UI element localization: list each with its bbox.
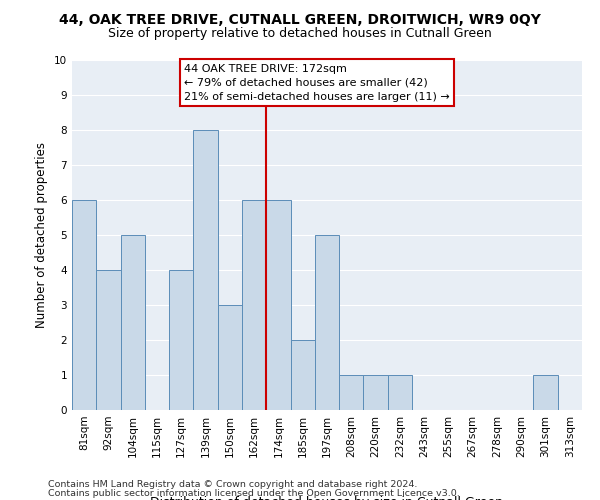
Bar: [388, 375, 412, 410]
Bar: [290, 340, 315, 410]
Bar: [339, 375, 364, 410]
Y-axis label: Number of detached properties: Number of detached properties: [35, 142, 49, 328]
Text: Contains HM Land Registry data © Crown copyright and database right 2024.: Contains HM Land Registry data © Crown c…: [48, 480, 418, 489]
Bar: [364, 375, 388, 410]
Bar: [218, 305, 242, 410]
Bar: [72, 200, 96, 410]
Text: 44, OAK TREE DRIVE, CUTNALL GREEN, DROITWICH, WR9 0QY: 44, OAK TREE DRIVE, CUTNALL GREEN, DROIT…: [59, 12, 541, 26]
Bar: [121, 235, 145, 410]
Bar: [96, 270, 121, 410]
Bar: [242, 200, 266, 410]
Bar: [169, 270, 193, 410]
Bar: [193, 130, 218, 410]
Text: Size of property relative to detached houses in Cutnall Green: Size of property relative to detached ho…: [108, 28, 492, 40]
Text: Contains public sector information licensed under the Open Government Licence v3: Contains public sector information licen…: [48, 489, 460, 498]
Bar: [266, 200, 290, 410]
X-axis label: Distribution of detached houses by size in Cutnall Green: Distribution of detached houses by size …: [151, 496, 503, 500]
Bar: [533, 375, 558, 410]
Text: 44 OAK TREE DRIVE: 172sqm
← 79% of detached houses are smaller (42)
21% of semi-: 44 OAK TREE DRIVE: 172sqm ← 79% of detac…: [184, 64, 450, 102]
Bar: [315, 235, 339, 410]
